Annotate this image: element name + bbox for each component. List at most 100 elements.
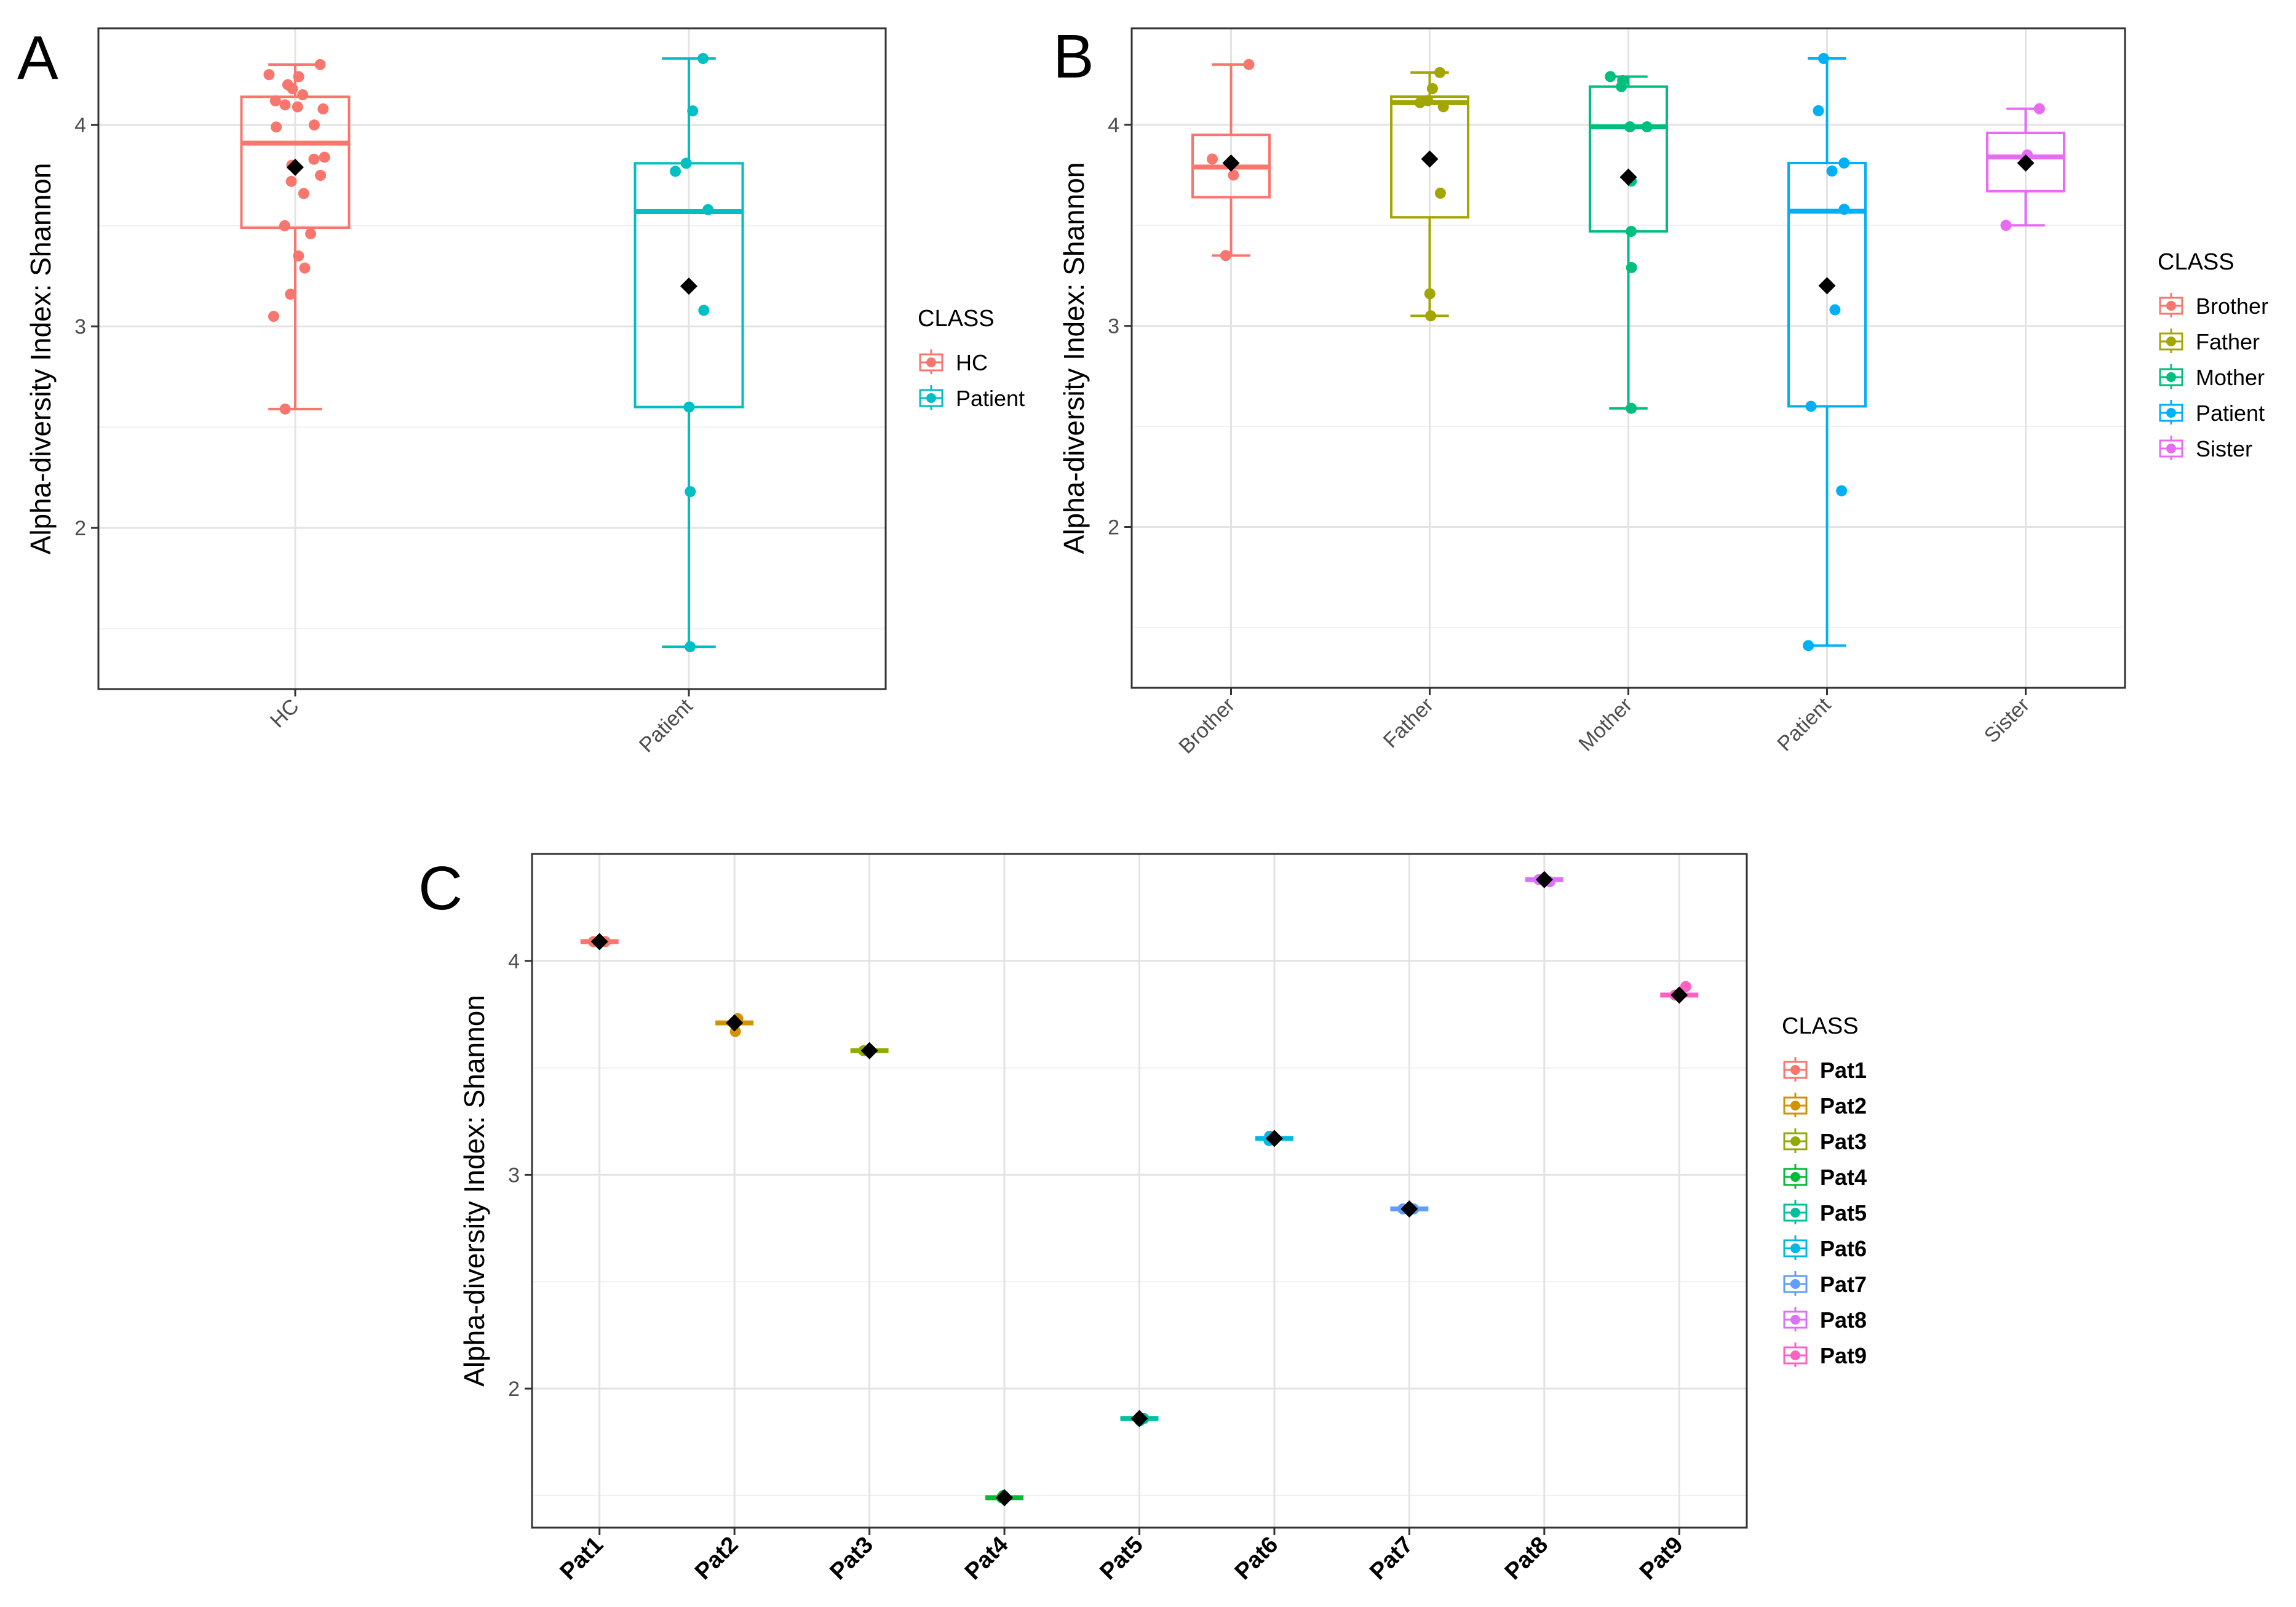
y-axis-label: Alpha-diversity Index: Shannon [458,995,490,1387]
legend-title: CLASS [2158,249,2234,275]
legend-label: HC [956,350,988,375]
data-point [1414,97,1426,108]
series-father [1390,66,1469,322]
legend-label: Pat5 [1820,1200,1867,1226]
plot-border [1130,27,2126,689]
series-pat7 [1390,1200,1429,1218]
mean-marker [680,277,697,295]
data-point [1624,121,1636,133]
mean-marker [860,1042,878,1059]
legend-label: Pat4 [1820,1165,1867,1190]
legend-key-point [2166,444,2176,453]
y-tick-label: 4 [74,114,86,137]
legend-label: Father [2196,329,2260,354]
legend-label: Sister [2196,436,2252,461]
legend-label: Pat3 [1820,1129,1867,1154]
legend-key-point [1790,1350,1800,1360]
data-point [2033,103,2045,114]
legend-label: Patient [956,386,1025,411]
series-patient [1787,53,1867,652]
series-pat5 [1120,1410,1159,1427]
y-tick-label: 4 [508,950,520,973]
mean-marker [1619,168,1637,186]
legend-label: Pat1 [1820,1058,1867,1083]
legend-item-father: Father [2159,329,2260,354]
y-tick-label: 2 [74,517,86,540]
data-point [298,188,309,199]
mean-marker [996,1489,1014,1507]
data-point [1434,188,1446,199]
data-point [285,289,296,300]
data-point [1424,288,1436,300]
legend-item-mother: Mother [2159,364,2265,390]
mean-marker [726,1014,744,1032]
legend-label: Pat2 [1820,1093,1867,1119]
series-pat6 [1255,1130,1293,1147]
y-axis-label: Alpha-diversity Index: Shannon [25,163,57,555]
data-point [1207,153,1218,165]
series-brother [1191,58,1271,261]
data-point [315,170,327,181]
legend-item-hc: HC [919,349,988,375]
legend-label: Pat8 [1820,1307,1867,1333]
legend-item-pat3: Pat3 [1783,1128,1867,1154]
mean-marker [1535,871,1553,888]
data-point [1829,304,1841,316]
legend-item-patient: Patient [919,385,1025,411]
panel-label-b: B [1053,22,1094,91]
data-point [1803,640,1814,652]
data-point [680,158,692,169]
legend-key-point [926,357,936,367]
data-point [287,83,298,95]
data-point [1838,204,1850,215]
data-point [1434,66,1446,78]
data-point [1605,71,1616,82]
legend-item-brother: Brother [2159,293,2268,319]
legend-item-pat5: Pat5 [1783,1200,1867,1226]
data-point [1437,101,1449,113]
legend-title: CLASS [1782,1013,1859,1039]
box [1787,161,1867,408]
data-point [1243,58,1255,70]
data-point [297,89,309,101]
plot-border [97,27,887,690]
data-point [1641,121,1653,133]
data-point [1817,53,1829,65]
legend-item-pat8: Pat8 [1783,1307,1867,1333]
data-point [319,151,330,163]
data-point [285,175,297,187]
legend-item-pat9: Pat9 [1783,1342,1867,1368]
legend-key-point [1790,1315,1800,1325]
legend-label: Patient [2196,401,2265,426]
data-point [1826,165,1838,177]
data-point [292,101,303,113]
data-point [314,58,326,70]
data-point [683,401,695,413]
legend-key-point [1790,1172,1800,1182]
legend-key-point [2166,408,2176,418]
data-point [1813,105,1824,116]
data-point [697,53,709,65]
legend-item-pat2: Pat2 [1783,1093,1867,1119]
y-tick-label: 3 [508,1163,520,1187]
series-pat9 [1660,981,1699,1004]
data-point [687,105,699,117]
legend-item-pat7: Pat7 [1783,1271,1867,1297]
data-point [317,103,329,114]
data-point [1228,169,1239,181]
box [1986,131,2065,193]
series-patient [634,53,744,653]
y-tick-label: 3 [74,316,86,339]
legend-title: CLASS [918,306,995,332]
mean-marker [1421,150,1439,168]
data-point [305,228,317,239]
data-point [685,641,696,653]
mean-marker [1130,1410,1148,1427]
data-point [1626,261,1637,273]
legend-key-point [1790,1279,1800,1289]
plot-border [531,853,1748,1529]
mean-marker [1265,1130,1283,1147]
legend-item-sister: Sister [2159,436,2252,461]
legend-item-pat4: Pat4 [1783,1164,1867,1190]
